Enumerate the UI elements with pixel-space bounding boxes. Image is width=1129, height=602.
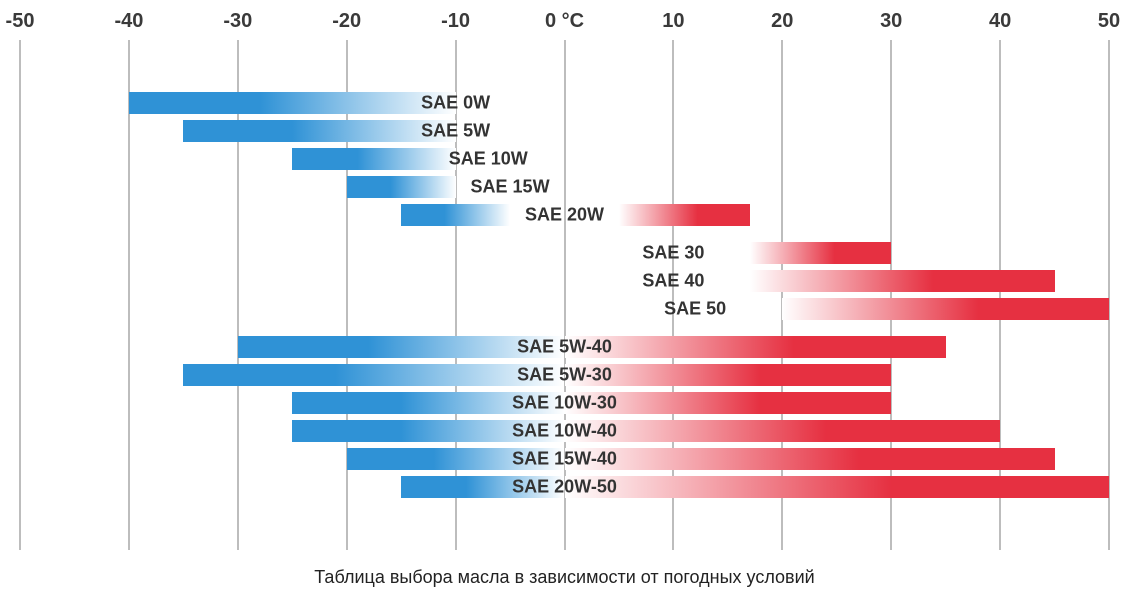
bar-row: SAE 10W-40 [20, 420, 1109, 442]
plot-area: -50-40-30-20-100 °C1020304050SAE 0WSAE 5… [20, 10, 1109, 550]
bar-row: SAE 10W [20, 148, 1109, 170]
axis-tick-label: 40 [989, 10, 1011, 33]
bar-label: SAE 10W-40 [512, 421, 617, 442]
gridline [19, 40, 21, 550]
bar-row: SAE 40 [20, 270, 1109, 292]
bar-cold-segment [183, 364, 564, 386]
bar-hot-segment [565, 420, 1001, 442]
bar-label: SAE 5W-30 [517, 365, 612, 386]
bar-cold-segment [183, 120, 455, 142]
axis-tick-label: -20 [332, 10, 361, 33]
bar-row: SAE 5W-30 [20, 364, 1109, 386]
axis-tick-label: -10 [441, 10, 470, 33]
bar-row: SAE 5W-40 [20, 336, 1109, 358]
bar-cold-segment [401, 204, 510, 226]
bar-row: SAE 50 [20, 298, 1109, 320]
axis-tick-label: 0 °C [545, 10, 584, 33]
bar-hot-segment [565, 448, 1055, 470]
gridline [128, 40, 130, 550]
bar-hot-segment [782, 298, 1109, 320]
bar-row: SAE 20W [20, 204, 1109, 226]
bar-hot-segment [750, 242, 892, 264]
axis-tick-label: 50 [1098, 10, 1120, 33]
bar-hot-segment [750, 270, 1055, 292]
gridline [346, 40, 348, 550]
gridline [781, 40, 783, 550]
bar-cold-segment [129, 92, 456, 114]
sae-oil-temperature-chart: -50 -40 -30 -20 -10 0 °C 10 20 30 40 50 SAE 0W SAE 5… [0, 0, 1129, 602]
bar-hot-segment [565, 476, 1110, 498]
bar-label: SAE 15W-40 [512, 449, 617, 470]
bar-row: SAE 20W-50 [20, 476, 1109, 498]
bar-label: SAE 5W [421, 121, 490, 142]
bar-row: SAE 15W [20, 176, 1109, 198]
axis-tick-label: 10 [662, 10, 684, 33]
axis-tick-label: -30 [223, 10, 252, 33]
axis-tick-label: -40 [114, 10, 143, 33]
bar-label: SAE 50 [664, 299, 726, 320]
bar-row: SAE 5W [20, 120, 1109, 142]
bar-label: SAE 5W-40 [517, 337, 612, 358]
bar-label: SAE 15W [471, 177, 550, 198]
bar-label: SAE 0W [421, 93, 490, 114]
bar-cold-segment [238, 336, 565, 358]
bar-cold-segment [347, 176, 456, 198]
axis-tick-label: -50 [6, 10, 35, 33]
bar-label: SAE 20W-50 [512, 477, 617, 498]
bar-hot-segment [565, 364, 892, 386]
axis-tick-label: 20 [771, 10, 793, 33]
gridline [237, 40, 239, 550]
bar-row: SAE 30 [20, 242, 1109, 264]
gridline [999, 40, 1001, 550]
chart-caption: Таблица выбора масла в зависимости от по… [0, 567, 1129, 588]
bar-cold-segment [292, 148, 455, 170]
bar-hot-segment [565, 336, 946, 358]
gridline [1108, 40, 1110, 550]
axis-tick-label: 30 [880, 10, 902, 33]
bar-row: SAE 10W-30 [20, 392, 1109, 414]
bar-label: SAE 40 [642, 271, 704, 292]
bar-label: SAE 20W [525, 205, 604, 226]
gridline [672, 40, 674, 550]
bar-label: SAE 10W-30 [512, 393, 617, 414]
bar-label: SAE 10W [449, 149, 528, 170]
bar-hot-segment [619, 204, 750, 226]
bar-row: SAE 0W [20, 92, 1109, 114]
gridline [564, 40, 566, 550]
gridline [890, 40, 892, 550]
gridline [455, 40, 457, 550]
bar-label: SAE 30 [642, 243, 704, 264]
bar-row: SAE 15W-40 [20, 448, 1109, 470]
